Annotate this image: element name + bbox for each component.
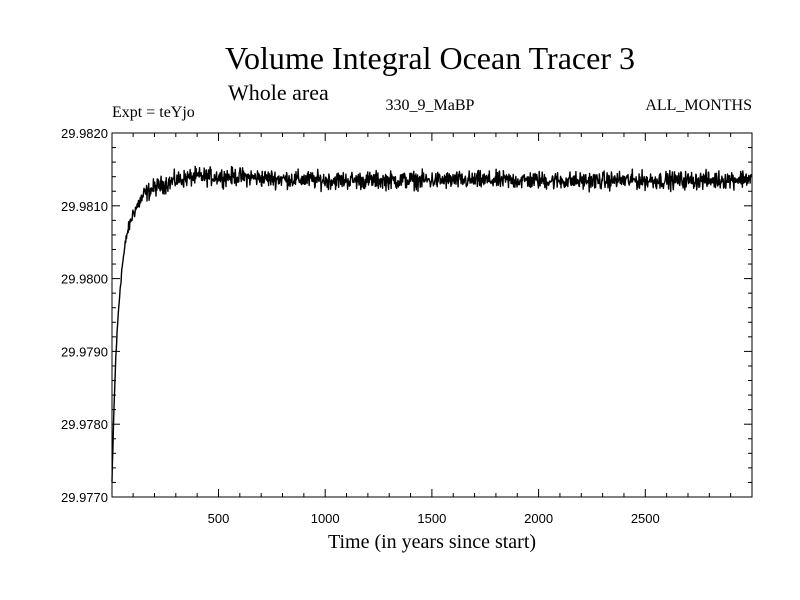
months-label: ALL_MONTHS [645,97,752,114]
y-tick-label: 29.9800 [61,272,108,287]
x-tick-label: 500 [208,511,230,526]
experiment-label: Expt = teYjo [112,104,195,121]
y-tick-label: 29.9820 [61,126,108,141]
x-axis-label: Time (in years since start) [327,531,537,553]
chart-title: Volume Integral Ocean Tracer 3 [225,40,635,76]
series-line [111,165,753,483]
chart-subtitle: Whole area [228,80,329,105]
y-tick-label: 29.9780 [61,417,108,432]
run-label: 330_9_MaBP [385,97,475,114]
y-tick-label: 29.9810 [61,199,108,214]
x-tick-label: 2500 [631,511,660,526]
x-tick-label: 2000 [524,511,553,526]
x-tick-label: 1500 [417,511,446,526]
y-tick-label: 29.9790 [61,344,108,359]
y-tick-label: 29.9770 [61,490,108,505]
x-tick-label: 1000 [311,511,340,526]
